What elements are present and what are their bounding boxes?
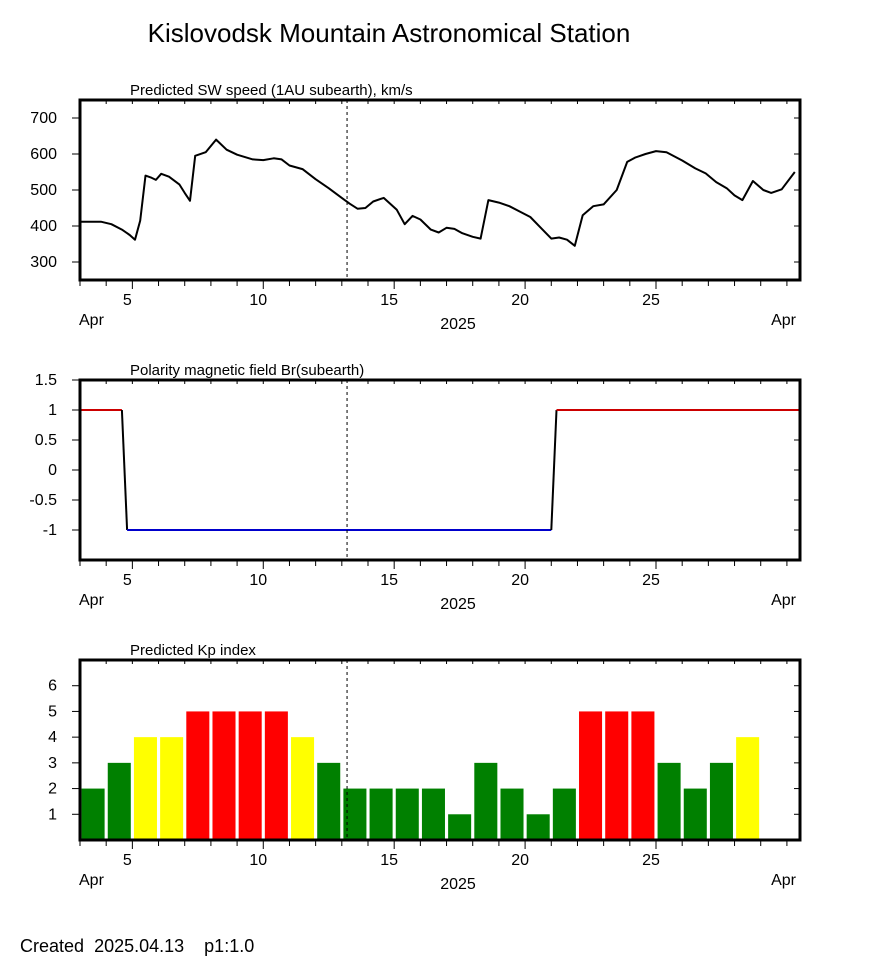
kp-bar — [81, 788, 105, 840]
x-tick-label-br: 15 — [380, 572, 398, 589]
kp-bar — [160, 737, 184, 840]
y-tick-label-kp: 4 — [48, 729, 57, 746]
footer: Created 2025.04.13 p1:1.0 — [20, 936, 254, 957]
kp-bar — [395, 788, 419, 840]
y-tick-label-kp: 3 — [48, 755, 57, 772]
x-tick-label-br: 10 — [249, 572, 267, 589]
y-tick-label-kp: 1 — [48, 806, 57, 823]
y-tick-label-sw: 500 — [30, 182, 57, 199]
x-tick-label-br: 25 — [642, 572, 660, 589]
x-month-label-right-sw: Apr — [771, 312, 797, 329]
y-tick-label-br: 0 — [48, 462, 57, 479]
y-tick-label-br: -1 — [43, 522, 57, 539]
x-tick-label-sw: 5 — [123, 292, 132, 309]
kp-bar — [474, 762, 498, 840]
kp-bar — [186, 711, 210, 840]
chart-br — [72, 378, 802, 569]
x-tick-label-br: 5 — [123, 572, 132, 589]
created-label: Created — [20, 936, 85, 956]
x-tick-label-kp: 15 — [380, 852, 398, 869]
x-month-label-left-sw: Apr — [79, 312, 105, 329]
x-tick-label-kp: 5 — [123, 852, 132, 869]
kp-bar — [736, 737, 760, 840]
x-month-label-right-br: Apr — [771, 592, 797, 609]
x-tick-label-sw: 10 — [249, 292, 267, 309]
kp-bar — [264, 711, 288, 840]
x-year-label-br: 2025 — [440, 596, 476, 613]
created-date: 2025.04.13 — [94, 936, 185, 956]
y-tick-label-sw: 300 — [30, 254, 57, 271]
x-month-label-left-br: Apr — [79, 592, 105, 609]
x-tick-label-kp: 10 — [249, 852, 267, 869]
x-tick-label-sw: 15 — [380, 292, 398, 309]
kp-bar — [552, 788, 576, 840]
chart-sw — [72, 98, 802, 289]
y-tick-label-sw: 600 — [30, 146, 57, 163]
kp-bar — [107, 762, 131, 840]
chart-title-kp: Predicted Kp index — [130, 642, 256, 659]
kp-bar — [605, 711, 629, 840]
plot-frame-sw — [78, 98, 802, 282]
y-tick-label-kp: 5 — [48, 703, 57, 720]
kp-bar — [448, 814, 472, 840]
x-tick-label-kp: 25 — [642, 852, 660, 869]
plot-frame-br — [78, 378, 802, 562]
kp-bar — [526, 814, 550, 840]
y-tick-label-kp: 2 — [48, 781, 57, 798]
kp-bar — [500, 788, 524, 840]
x-month-label-left-kp: Apr — [79, 872, 105, 889]
y-tick-label-br: 1 — [48, 402, 57, 419]
kp-bar — [238, 711, 262, 840]
series-line-sw-0 — [80, 138, 796, 247]
x-month-label-right-kp: Apr — [771, 872, 797, 889]
page-title: Kislovodsk Mountain Astronomical Station — [147, 18, 631, 48]
y-tick-label-sw: 700 — [30, 110, 57, 127]
kp-bar — [369, 788, 393, 840]
x-tick-label-sw: 20 — [511, 292, 529, 309]
x-year-label-sw: 2025 — [440, 316, 476, 333]
x-tick-label-sw: 25 — [642, 292, 660, 309]
kp-bar — [133, 737, 157, 840]
kp-bar — [291, 737, 315, 840]
kp-bar — [579, 711, 603, 840]
kp-bar — [212, 711, 236, 840]
x-tick-label-kp: 20 — [511, 852, 529, 869]
kp-bar — [343, 788, 367, 840]
kp-bar — [683, 788, 707, 840]
series-line-br-3 — [550, 409, 558, 531]
page-id: p1:1.0 — [204, 936, 255, 956]
x-tick-label-br: 20 — [511, 572, 529, 589]
y-tick-label-kp: 6 — [48, 678, 57, 695]
kp-bar — [709, 762, 733, 840]
series-line-br-1 — [120, 409, 129, 531]
kp-bar — [317, 762, 341, 840]
kp-bar — [657, 762, 681, 840]
chart-kp — [72, 658, 802, 849]
kp-bar — [421, 788, 445, 840]
y-tick-label-br: 1.5 — [35, 372, 57, 389]
x-year-label-kp: 2025 — [440, 876, 476, 893]
kp-bar — [631, 711, 655, 840]
y-tick-label-sw: 400 — [30, 218, 57, 235]
chart-title-br: Polarity magnetic field Br(subearth) — [130, 362, 364, 379]
y-tick-label-br: -0.5 — [29, 492, 57, 509]
chart-title-sw: Predicted SW speed (1AU subearth), km/s — [130, 82, 413, 99]
y-tick-label-br: 0.5 — [35, 432, 57, 449]
plot-frame-kp — [78, 658, 802, 842]
